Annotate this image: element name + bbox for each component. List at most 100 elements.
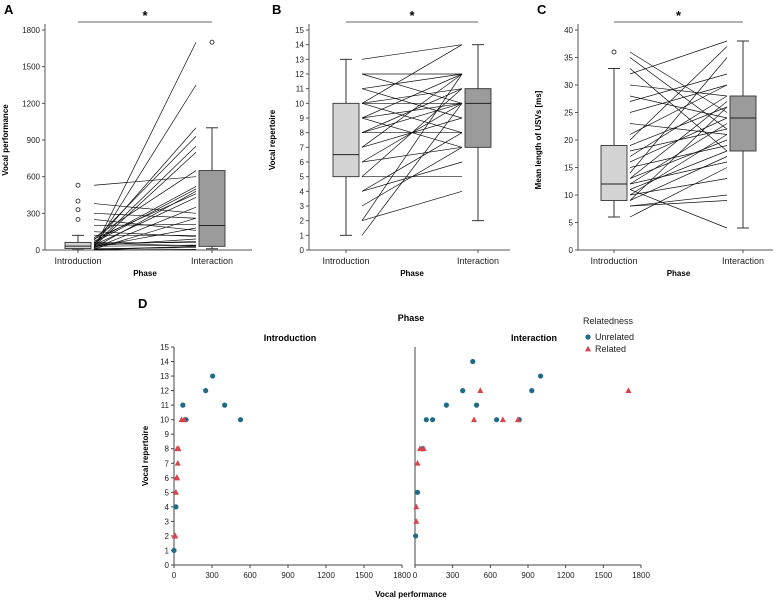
x-tick-label: 1500 (594, 571, 612, 580)
y-tick-label: 5 (165, 488, 170, 497)
point-related (499, 416, 506, 423)
paired-line (93, 217, 197, 250)
panel-letter: C (537, 2, 547, 17)
paired-line (361, 73, 463, 104)
box-iqr (600, 145, 628, 201)
y-tick-label: 1500 (22, 63, 40, 72)
y-tick-label: 11 (161, 401, 170, 410)
point-unrelated (423, 417, 429, 423)
y-tick-label: 14 (160, 358, 169, 367)
paired-line (629, 73, 728, 102)
outlier-point (209, 39, 215, 45)
point-related (181, 416, 188, 423)
paired-line (629, 106, 728, 201)
y-tick-label: 3 (165, 517, 170, 526)
y-tick-label: 7 (165, 459, 170, 468)
paired-line (93, 206, 197, 249)
paired-line (93, 151, 197, 247)
y-tick-label: 11 (296, 85, 305, 94)
outlier-point (611, 49, 617, 55)
x-tick-label: 1500 (355, 571, 373, 580)
outlier-point (75, 207, 81, 213)
boxplot-interaction (464, 44, 492, 222)
x-category-label: Interaction (191, 256, 233, 266)
point-unrelated (414, 489, 421, 495)
y-tick-label: 15 (160, 343, 169, 352)
x-axis-label: Vocal performance (375, 590, 447, 599)
point-unrelated (470, 358, 476, 365)
point-related (172, 489, 179, 495)
panel-a: A 0 300 600 900 1200 1500 1800 Introduction Inter… (1, 2, 252, 278)
y-tick-label: 300 (27, 209, 41, 218)
x-tick-label: 0 (172, 571, 177, 580)
box-iqr (729, 95, 757, 152)
x-category-label: Introduction (322, 256, 369, 266)
paired-line (629, 51, 728, 113)
facet-title: Phase (398, 313, 425, 323)
boxplot-interaction (198, 39, 226, 250)
box-iqr (332, 102, 360, 178)
y-tick-label: 0 (569, 246, 574, 255)
x-tick-label: 0 (413, 571, 418, 580)
x-category-label: Introduction (54, 256, 101, 266)
y-tick-label: 12 (160, 387, 169, 396)
paired-line (629, 95, 728, 157)
point-unrelated (537, 373, 544, 379)
box-iqr (64, 241, 92, 249)
x-tick-label: 1200 (317, 571, 335, 580)
point-related (174, 459, 181, 466)
paired-line (93, 223, 197, 226)
paired-line (629, 178, 728, 196)
paired-line (361, 146, 463, 163)
point-related (414, 459, 421, 466)
paired-line (361, 73, 463, 221)
y-tick-label: 1 (300, 231, 305, 240)
y-tick-label: 10 (160, 416, 169, 425)
legend-label-unrelated: Unrelated (595, 332, 634, 342)
point-related (477, 387, 484, 393)
significance-star: * (142, 8, 148, 23)
x-category-label: Introduction (590, 256, 637, 266)
point-unrelated (529, 388, 535, 394)
paired-line (93, 249, 197, 251)
x-tick-label: 900 (281, 571, 295, 580)
y-tick-label: 7 (300, 143, 305, 152)
y-tick-label: 4 (300, 187, 305, 196)
y-tick-label: 13 (160, 372, 169, 381)
paired-line (93, 186, 197, 242)
point-related (174, 474, 181, 481)
legend-marker-unrelated (585, 334, 591, 340)
point-unrelated (173, 504, 179, 510)
boxplot-introduction (600, 49, 628, 218)
y-tick-label: 8 (165, 445, 170, 454)
point-related (471, 416, 478, 423)
y-tick-label: 600 (27, 173, 41, 182)
y-tick-label: 15 (564, 164, 573, 173)
paired-line (93, 84, 197, 248)
paired-line (93, 203, 197, 214)
legend-title: Relatedness (583, 316, 634, 326)
boxplot-introduction (332, 58, 360, 236)
y-tick-label: 12 (295, 70, 304, 79)
y-tick-label: 5 (569, 219, 574, 228)
significance-star: * (409, 8, 415, 23)
panel-letter: A (4, 2, 14, 17)
point-unrelated (171, 547, 177, 554)
x-tick-label: 900 (521, 571, 535, 580)
paired-line (629, 101, 728, 179)
y-tick-label: 13 (295, 55, 304, 64)
paired-line (629, 200, 728, 207)
paired-line (629, 139, 728, 179)
x-tick-label: 1200 (557, 571, 575, 580)
paired-line (361, 103, 463, 236)
legend: Relatedness Unrelated Related (583, 316, 634, 354)
point-related (417, 445, 424, 452)
paired-line (93, 136, 197, 241)
y-tick-label: 15 (295, 26, 304, 35)
y-tick-label: 35 (564, 54, 573, 63)
paired-line (93, 176, 197, 186)
paired-line (93, 170, 197, 239)
y-tick-label: 5 (300, 173, 305, 182)
